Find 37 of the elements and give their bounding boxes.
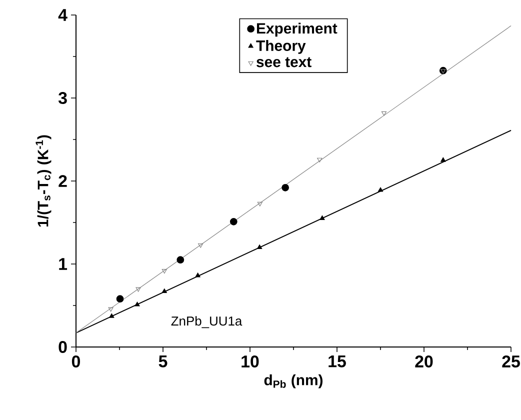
y-tick-label: 2 <box>58 175 67 187</box>
x-tick-label: 20 <box>415 356 433 368</box>
point <box>381 111 387 116</box>
point <box>440 69 446 74</box>
point <box>320 216 325 220</box>
point <box>230 218 238 226</box>
point <box>282 184 290 192</box>
point <box>257 202 262 206</box>
annotation: ZnPb_UU1a <box>171 316 242 328</box>
y-tick-label: 0 <box>58 341 67 353</box>
y-tick-label: 4 <box>58 9 68 21</box>
legend-label: see text <box>256 57 312 68</box>
point <box>162 288 167 293</box>
x-tick-label: 25 <box>502 356 520 368</box>
y-tick-label: 3 <box>58 92 67 104</box>
point <box>136 287 141 292</box>
point <box>162 269 167 274</box>
point <box>176 256 184 264</box>
point <box>317 158 322 162</box>
y-axis-title: 1/(T$_{s}$-T$_{c}$) (K$^{-1}$) <box>36 135 52 227</box>
point <box>378 187 383 192</box>
legend-label: Experiment <box>256 22 338 37</box>
point <box>257 244 262 249</box>
point <box>108 307 114 312</box>
point <box>195 272 200 278</box>
point <box>440 158 446 162</box>
x-tick-label: 0 <box>72 356 80 368</box>
x-tick-label: 10 <box>242 356 259 368</box>
point <box>198 243 204 248</box>
x-axis-title: d$_{Pb}$ (nm) <box>264 374 323 388</box>
point <box>134 302 140 306</box>
legend-label: Theory <box>256 40 306 54</box>
y-tick-label: 1 <box>59 258 68 270</box>
point <box>109 314 114 318</box>
x-tick-label: 5 <box>158 355 168 368</box>
x-tick-label: 15 <box>328 355 346 368</box>
point <box>116 295 124 303</box>
